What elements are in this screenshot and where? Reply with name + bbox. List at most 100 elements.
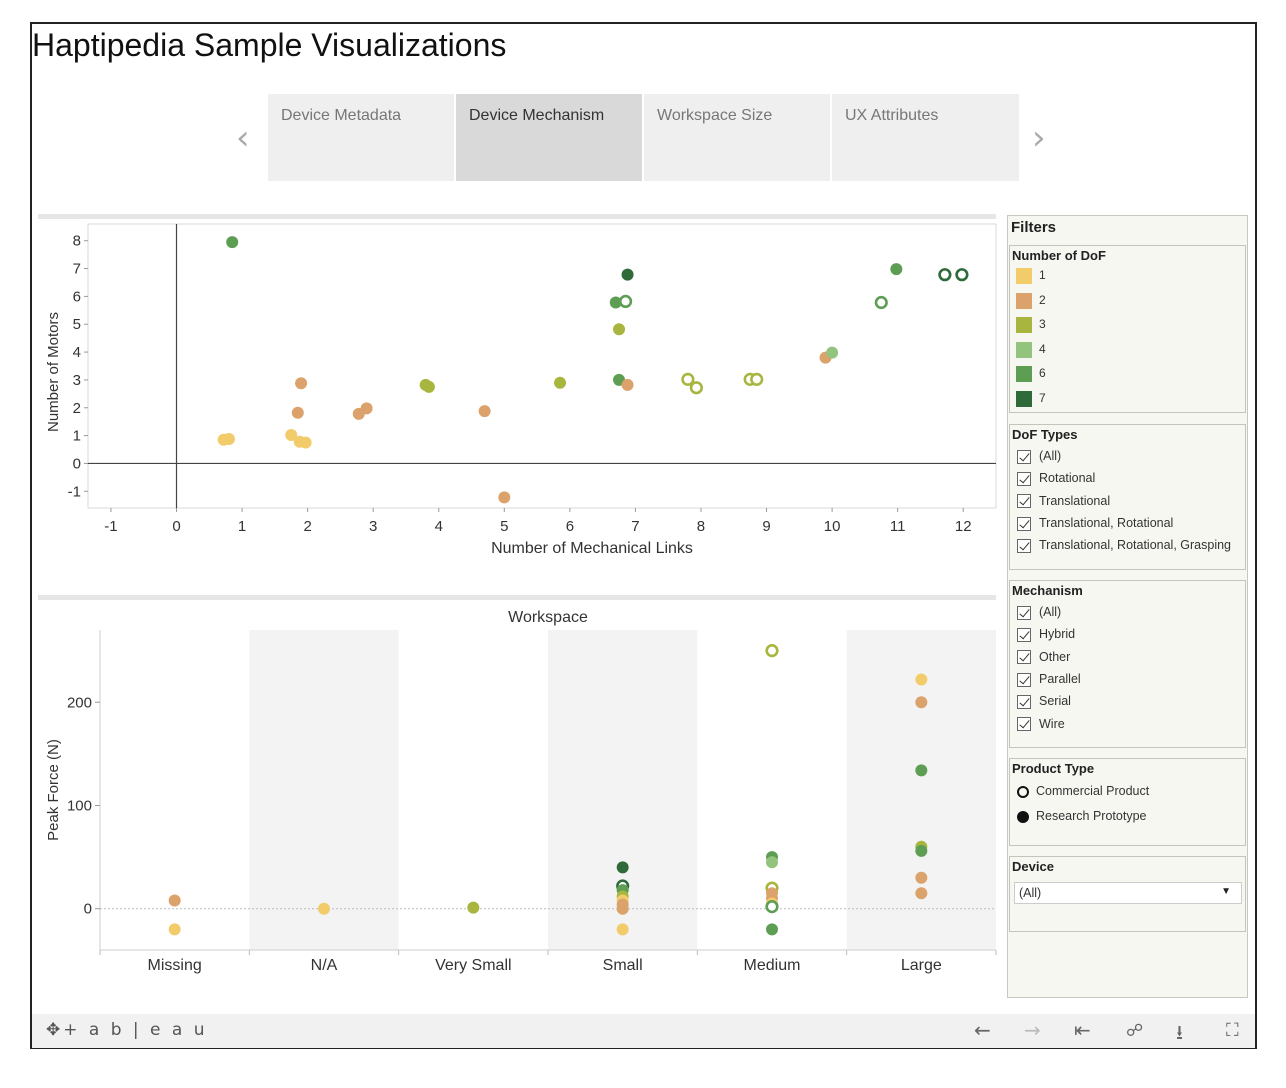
checkbox-checked-icon[interactable] xyxy=(1017,449,1031,464)
scatter-point[interactable] xyxy=(915,871,928,884)
scatter-point[interactable] xyxy=(422,380,435,393)
checkbox-checked-icon[interactable] xyxy=(1017,672,1031,687)
scatter-point[interactable] xyxy=(318,902,330,915)
checkbox-checked-icon[interactable] xyxy=(1017,717,1031,732)
scatter-point[interactable] xyxy=(915,696,928,709)
scatter-point[interactable] xyxy=(498,491,511,504)
mechanism-option[interactable]: Serial xyxy=(1017,694,1071,709)
category-label: Very Small xyxy=(435,957,511,974)
scatter-point[interactable] xyxy=(915,673,928,686)
dof-type-option[interactable]: Translational, Rotational, Grasping xyxy=(1017,538,1231,553)
scatter-point[interactable] xyxy=(938,268,952,282)
mechanism-option[interactable]: Parallel xyxy=(1017,672,1081,687)
dof-type-option[interactable]: Translational xyxy=(1017,494,1110,509)
scatter-point[interactable] xyxy=(285,429,298,442)
scatter-point[interactable] xyxy=(955,268,969,282)
scatter-point[interactable] xyxy=(765,644,779,658)
scatter-point[interactable] xyxy=(750,372,764,386)
undo-icon[interactable]: ← xyxy=(974,1018,991,1042)
scatter-point[interactable] xyxy=(616,861,629,874)
scatter-point[interactable] xyxy=(915,844,928,857)
checkbox-checked-icon[interactable] xyxy=(1017,650,1031,665)
scatter-point[interactable] xyxy=(168,894,181,907)
checkbox-checked-icon[interactable] xyxy=(1017,605,1031,620)
checkbox-label: Hybrid xyxy=(1039,627,1076,642)
scatter-point[interactable] xyxy=(613,323,626,336)
legend-dof-3[interactable]: 3 xyxy=(1016,317,1046,334)
scatter-point[interactable] xyxy=(554,376,567,389)
checkbox-checked-icon[interactable] xyxy=(1017,516,1031,531)
dof-type-option[interactable]: Translational, Rotational xyxy=(1017,516,1173,531)
checkbox-checked-icon[interactable] xyxy=(1017,494,1031,509)
legend-dof-2[interactable]: 2 xyxy=(1016,292,1046,309)
scatter-point[interactable] xyxy=(915,764,928,777)
legend-dof-7[interactable]: 7 xyxy=(1016,391,1046,407)
legend-label: Research Prototype xyxy=(1036,809,1147,823)
download-icon[interactable]: ⭳ xyxy=(1176,1020,1183,1044)
checkbox-label: Translational, Rotational xyxy=(1039,515,1174,530)
checkbox-checked-icon[interactable] xyxy=(1017,628,1031,642)
tab-ux-attributes[interactable]: UX Attributes xyxy=(832,94,1019,181)
fullscreen-icon[interactable]: ⛶ xyxy=(1226,1020,1239,1041)
scatter-point[interactable] xyxy=(766,923,778,936)
y-tick-label: 3 xyxy=(73,372,81,389)
x-tick-label: 12 xyxy=(955,518,972,535)
checkbox-checked-icon[interactable] xyxy=(1017,538,1031,553)
category-label: N/A xyxy=(311,957,338,974)
legend-dof-1[interactable]: 1 xyxy=(1016,268,1046,284)
y-axis-label: Number of Motors xyxy=(45,312,62,432)
scatter-point[interactable] xyxy=(765,900,779,914)
legend-dof-6[interactable]: 6 xyxy=(1016,366,1046,383)
scatter-point[interactable] xyxy=(826,346,839,359)
tab-device-metadata[interactable]: Device Metadata xyxy=(268,94,454,181)
share-icon[interactable]: ☍ xyxy=(1126,1021,1144,1041)
filters-title: Filters xyxy=(1011,219,1057,236)
checkbox-checked-icon[interactable] xyxy=(1017,472,1031,486)
scatter-point[interactable] xyxy=(291,406,304,419)
dof-types-title: DoF Types xyxy=(1012,427,1078,442)
legend-research-prototype: Research Prototype xyxy=(1017,809,1146,823)
mechanism-option[interactable]: (All) xyxy=(1017,605,1061,620)
tab-workspace-size[interactable]: Workspace Size xyxy=(644,94,830,181)
scatter-point[interactable] xyxy=(222,432,235,445)
revert-icon[interactable]: ⇤ xyxy=(1074,1018,1091,1042)
mechanism-option[interactable]: Other xyxy=(1017,650,1070,665)
scatter-point[interactable] xyxy=(478,405,491,418)
scatter-point[interactable] xyxy=(168,923,181,936)
checkbox-checked-icon[interactable] xyxy=(1017,694,1031,709)
device-dropdown[interactable]: (All) ▼ xyxy=(1014,882,1242,904)
scatter-point[interactable] xyxy=(621,378,634,391)
dof-type-option[interactable]: (All) xyxy=(1017,449,1061,464)
x-tick-label: 10 xyxy=(824,518,841,535)
scatter-point[interactable] xyxy=(616,923,629,936)
scatter-point[interactable] xyxy=(874,295,888,310)
redo-icon[interactable]: → xyxy=(1024,1018,1041,1042)
workspace-force-scatter[interactable]: Missing N/A Very Small Small Medium Large 0 100… xyxy=(38,600,1000,990)
scatter-point[interactable] xyxy=(226,236,239,249)
scatter-point[interactable] xyxy=(618,294,633,309)
scatter-point[interactable] xyxy=(681,372,695,386)
mechanism-option[interactable]: Hybrid xyxy=(1017,627,1075,642)
scatter-point[interactable] xyxy=(299,436,312,449)
scatter-point[interactable] xyxy=(890,263,903,276)
scatter-point[interactable] xyxy=(616,902,629,915)
chevron-left-icon[interactable]: ‹ xyxy=(236,118,250,158)
scatter-point[interactable] xyxy=(766,856,778,869)
scatter-point[interactable] xyxy=(609,296,622,309)
scatter-point[interactable] xyxy=(467,901,480,914)
scatter-point[interactable] xyxy=(295,377,308,390)
chevron-right-icon[interactable]: › xyxy=(1032,118,1046,158)
dof-type-option[interactable]: Rotational xyxy=(1017,471,1095,486)
device-dropdown-value: (All) xyxy=(1019,886,1042,900)
color-swatch xyxy=(1016,391,1032,407)
mechanism-option[interactable]: Wire xyxy=(1017,717,1065,732)
scatter-point[interactable] xyxy=(915,887,928,900)
legend-label: 4 xyxy=(1039,341,1046,356)
scatter-point[interactable] xyxy=(621,268,634,281)
legend-dof-4[interactable]: 4 xyxy=(1016,341,1046,358)
x-tick-label: 5 xyxy=(500,518,508,535)
tab-device-mechanism[interactable]: Device Mechanism xyxy=(456,94,642,181)
scatter-point[interactable] xyxy=(360,402,373,415)
scatter-point[interactable] xyxy=(689,381,703,395)
